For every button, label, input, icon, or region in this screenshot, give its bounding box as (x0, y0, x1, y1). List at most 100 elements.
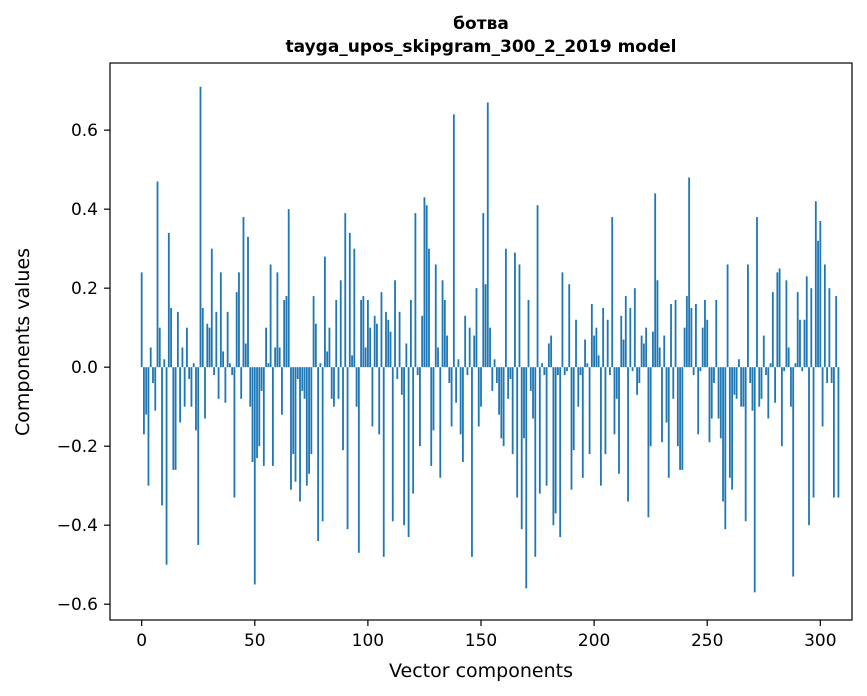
bar-209 (613, 367, 616, 435)
bar-36 (222, 351, 225, 368)
bar-299 (817, 240, 819, 368)
bar-207 (609, 367, 611, 376)
bar-245 (695, 303, 697, 368)
bar-1 (143, 367, 145, 435)
bar-197 (586, 363, 589, 368)
bar-6 (154, 367, 157, 411)
bar-231 (663, 335, 666, 368)
bar-86 (335, 300, 338, 368)
bar-54 (262, 367, 265, 466)
bar-285 (785, 280, 788, 368)
bar-186 (561, 272, 564, 368)
bar-30 (208, 327, 211, 368)
bar-112 (394, 280, 396, 368)
bar-286 (787, 347, 790, 368)
bar-60 (276, 272, 279, 368)
bar-101 (369, 327, 372, 368)
bar-18 (181, 347, 184, 368)
bar-44 (240, 367, 243, 399)
bar-13 (170, 307, 172, 368)
bar-134 (443, 300, 446, 368)
bar-284 (783, 367, 786, 372)
y-axis-ticks: −0.6 −0.4 −0.2 0.0 0.2 0.4 0.6 (57, 121, 110, 615)
bar-125 (423, 197, 426, 368)
bar-272 (756, 217, 758, 368)
bar-283 (780, 367, 783, 447)
bar-74 (308, 367, 310, 474)
bar-64 (285, 296, 288, 368)
bar-256 (719, 367, 722, 439)
bar-14 (172, 367, 175, 470)
bar-225 (649, 367, 652, 447)
bar-80 (321, 367, 324, 522)
bar-180 (547, 343, 550, 368)
bar-35 (219, 272, 222, 368)
bar-96 (357, 367, 360, 553)
bar-113 (396, 367, 399, 380)
bar-4 (149, 347, 152, 368)
bar-71 (301, 367, 304, 391)
bar-81 (324, 256, 326, 368)
bar-17 (179, 367, 182, 423)
bar-189 (568, 284, 571, 368)
bar-200 (593, 335, 596, 368)
bar-48 (249, 367, 252, 407)
bar-140 (457, 359, 460, 368)
bar-111 (391, 367, 394, 522)
bar-219 (636, 367, 638, 395)
bar-260 (728, 367, 731, 478)
bar-263 (735, 367, 738, 399)
bar-306 (833, 367, 835, 498)
bar-104 (376, 323, 378, 368)
bar-99 (364, 347, 367, 368)
bar-291 (799, 319, 801, 368)
bar-31 (210, 248, 213, 368)
bar-184 (557, 367, 559, 376)
bar-34 (217, 367, 220, 399)
bar-105 (378, 367, 381, 435)
bar-229 (658, 347, 661, 368)
bar-82 (326, 351, 329, 368)
bar-268 (747, 264, 749, 368)
bar-106 (380, 292, 383, 368)
bar-39 (228, 363, 231, 368)
bar-232 (665, 367, 668, 423)
bar-255 (717, 367, 720, 419)
bar-298 (814, 201, 817, 368)
bar-262 (733, 367, 736, 395)
bar-193 (577, 367, 580, 407)
bar-116 (403, 367, 405, 526)
bar-244 (692, 367, 695, 376)
bar-10 (163, 359, 166, 368)
bar-8 (158, 327, 161, 368)
bar-168 (520, 367, 523, 530)
x-tick-label: 100 (352, 631, 384, 651)
bar-124 (421, 315, 424, 368)
bar-160 (502, 367, 505, 447)
bar-258 (724, 367, 727, 530)
bar-145 (468, 327, 471, 368)
bar-84 (330, 367, 333, 399)
bar-171 (527, 300, 530, 368)
bar-143 (464, 315, 467, 368)
bar-216 (629, 307, 632, 368)
bar-174 (534, 367, 537, 557)
bar-302 (823, 264, 826, 368)
x-tick-label: 250 (691, 631, 723, 651)
bar-72 (303, 367, 306, 399)
bar-215 (627, 367, 629, 502)
bar-271 (753, 367, 756, 593)
bar-141 (459, 367, 462, 435)
bar-127 (428, 248, 430, 368)
bar-289 (794, 363, 797, 368)
bar-156 (493, 359, 496, 368)
bar-202 (597, 355, 600, 368)
bar-210 (615, 367, 618, 399)
y-tick-label: 0.2 (71, 279, 98, 299)
bar-98 (362, 296, 365, 368)
bar-267 (744, 367, 747, 522)
bar-282 (778, 268, 781, 368)
bar-175 (536, 205, 539, 368)
x-tick-label: 0 (136, 631, 147, 651)
bar-46 (244, 343, 247, 368)
